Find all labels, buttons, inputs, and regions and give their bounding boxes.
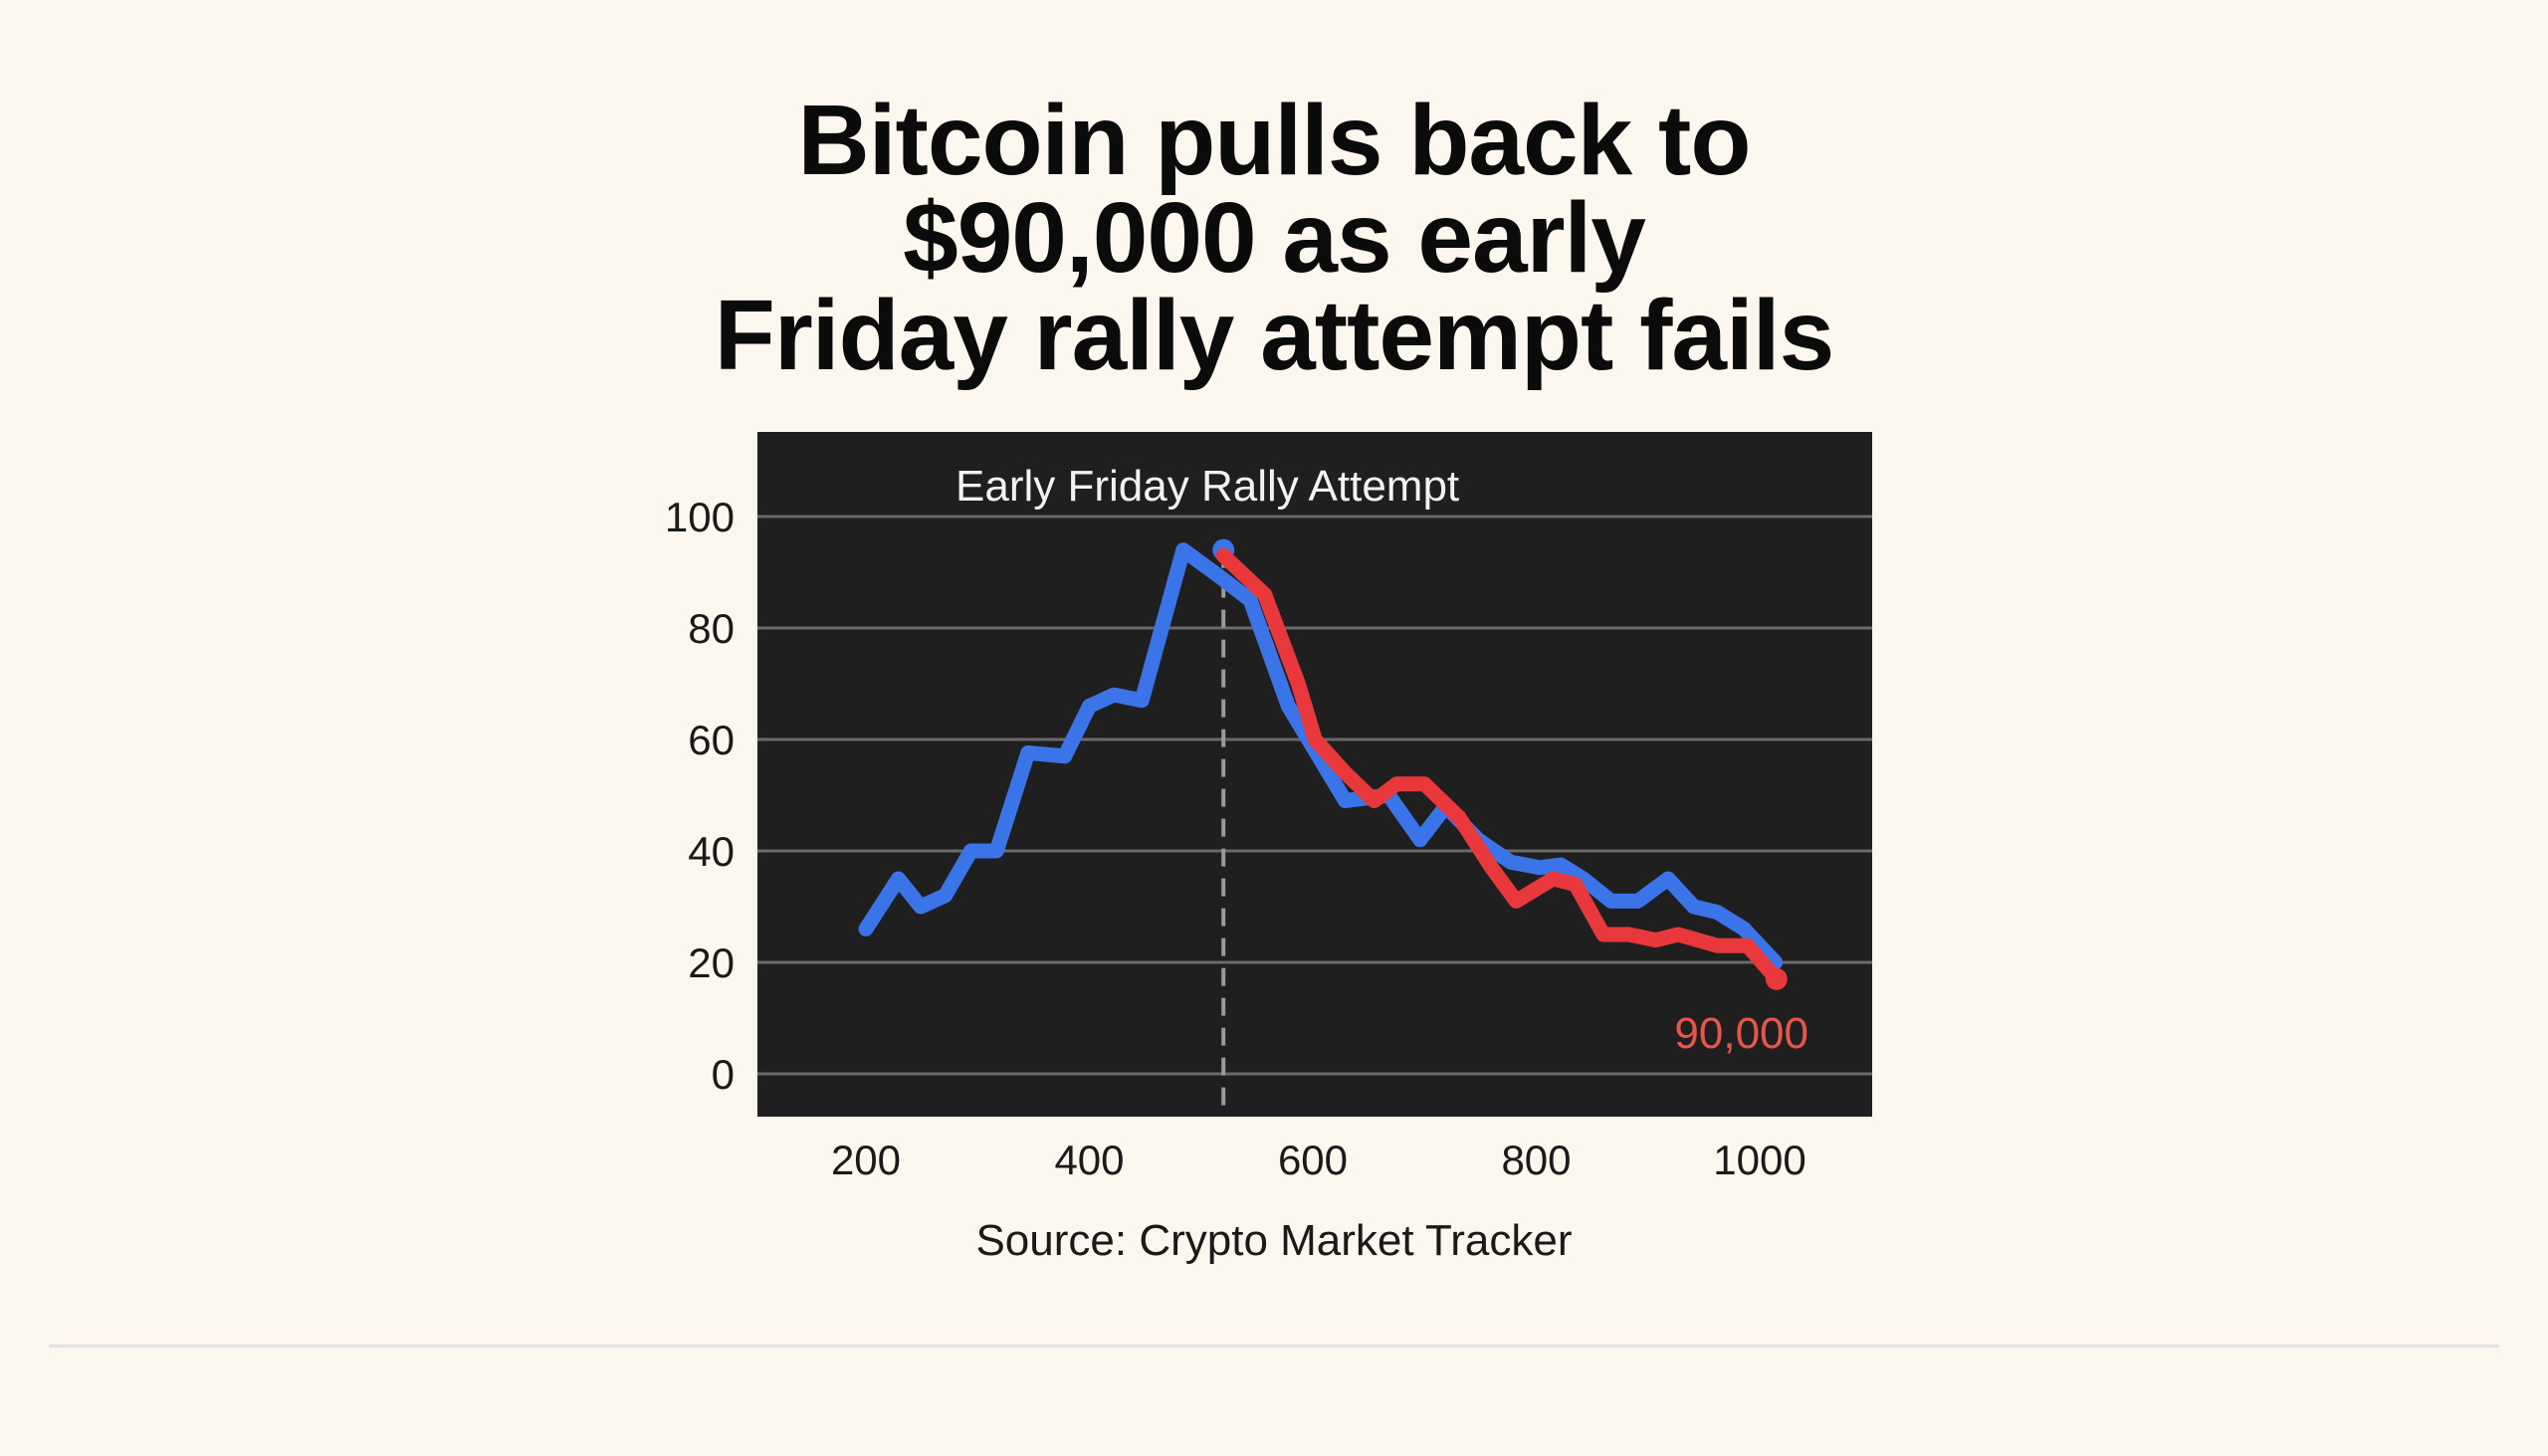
blue-series-line	[858, 542, 1784, 970]
y-tick-label: 0	[712, 1051, 735, 1098]
end-price-label: 90,000	[1674, 1009, 1808, 1058]
x-tick-label: 200	[831, 1137, 901, 1183]
y-tick-label: 20	[688, 939, 735, 986]
x-tick-label: 400	[1054, 1137, 1124, 1183]
y-tick-label: 80	[688, 605, 735, 652]
y-tick-label: 100	[665, 494, 735, 540]
annotation-label: Early Friday Rally Attempt	[956, 462, 1459, 511]
red-series-marker	[1765, 967, 1788, 990]
source-note: Source: Crypto Market Tracker	[975, 1216, 1573, 1265]
y-tick-label: 60	[688, 717, 735, 763]
red-series-line	[1215, 547, 1785, 987]
y-tick-label: 40	[688, 828, 735, 875]
x-tick-label: 800	[1501, 1137, 1571, 1183]
x-tick-label: 1000	[1713, 1137, 1805, 1183]
plot-background	[757, 432, 1872, 1117]
headline-line-3: Friday rally attempt fails	[714, 280, 1834, 391]
divider	[49, 1345, 2499, 1348]
headline-line-2: $90,000 as early	[903, 182, 1646, 294]
headline: Bitcoin pulls back to $90,000 as early F…	[0, 85, 2548, 391]
headline-line-1: Bitcoin pulls back to	[797, 85, 1752, 196]
x-tick-label: 600	[1278, 1137, 1348, 1183]
